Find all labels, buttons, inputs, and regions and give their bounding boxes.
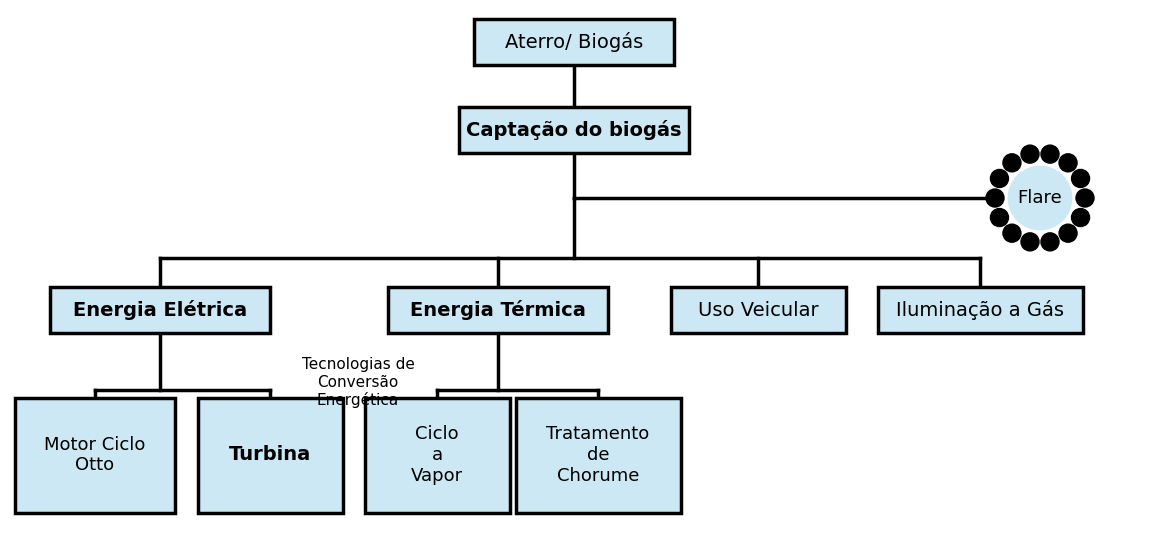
Text: Ciclo
a
Vapor: Ciclo a Vapor: [411, 425, 463, 485]
FancyBboxPatch shape: [458, 107, 689, 153]
Text: Uso Veicular: Uso Veicular: [697, 300, 818, 320]
Text: Turbina: Turbina: [229, 445, 311, 465]
Circle shape: [1021, 145, 1039, 163]
Text: Aterro/ Biogás: Aterro/ Biogás: [504, 32, 643, 52]
Text: Energia Térmica: Energia Térmica: [410, 300, 586, 320]
FancyBboxPatch shape: [671, 287, 846, 333]
Circle shape: [1059, 154, 1077, 172]
Circle shape: [1059, 224, 1077, 242]
Text: Motor Ciclo
Otto: Motor Ciclo Otto: [45, 436, 146, 474]
Circle shape: [1075, 189, 1094, 207]
Circle shape: [1003, 224, 1021, 242]
Text: Flare: Flare: [1018, 189, 1063, 207]
Text: Captação do biogás: Captação do biogás: [466, 120, 681, 140]
Circle shape: [990, 208, 1009, 227]
Text: Tratamento
de
Chorume: Tratamento de Chorume: [547, 425, 649, 485]
Text: Tecnologias de
Conversão
Energética: Tecnologias de Conversão Energética: [301, 358, 415, 408]
Circle shape: [990, 169, 1009, 188]
Circle shape: [1072, 169, 1089, 188]
Circle shape: [1072, 208, 1089, 227]
Text: Energia Elétrica: Energia Elétrica: [72, 300, 247, 320]
FancyBboxPatch shape: [475, 19, 674, 65]
FancyBboxPatch shape: [364, 398, 509, 512]
Circle shape: [1041, 145, 1059, 163]
Circle shape: [1021, 233, 1039, 251]
Text: Iluminação a Gás: Iluminação a Gás: [896, 300, 1064, 320]
FancyBboxPatch shape: [15, 398, 175, 512]
Circle shape: [1003, 154, 1021, 172]
FancyBboxPatch shape: [51, 287, 270, 333]
Circle shape: [1008, 166, 1072, 230]
FancyBboxPatch shape: [388, 287, 608, 333]
Circle shape: [1041, 233, 1059, 251]
FancyBboxPatch shape: [878, 287, 1082, 333]
FancyBboxPatch shape: [516, 398, 680, 512]
Circle shape: [986, 189, 1004, 207]
FancyBboxPatch shape: [198, 398, 342, 512]
